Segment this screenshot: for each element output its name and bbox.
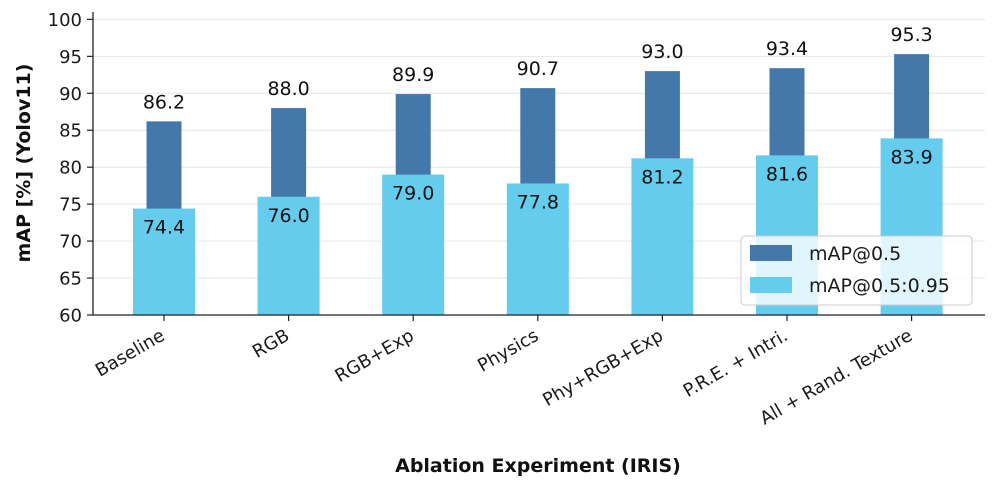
- y-tick-label: 75: [59, 195, 82, 216]
- bar-label-map50: 93.0: [641, 41, 683, 63]
- bar-label-map50: 93.4: [766, 38, 808, 60]
- bar-map5095: [382, 174, 445, 315]
- y-tick-label: 60: [59, 306, 82, 327]
- bar-label-map5095: 77.8: [517, 191, 559, 213]
- axes: [92, 12, 985, 316]
- legend-label-map5095: mAP@0.5:0.95: [809, 275, 950, 297]
- x-tick-label: RGB: [249, 325, 293, 363]
- legend-swatch-map5095: [750, 277, 792, 293]
- y-ticks: 60 65 70 75 80 85 90 95 100: [48, 10, 93, 327]
- x-tick-label: Physics: [474, 325, 542, 376]
- legend: mAP@0.5 mAP@0.5:0.95: [740, 235, 973, 306]
- x-tick-label: P.R.E. + Intri.: [680, 325, 792, 402]
- bar-label-map50: 86.2: [143, 91, 185, 113]
- y-tick-label: 90: [59, 84, 82, 105]
- bar-label-map5095: 83.9: [890, 146, 932, 168]
- bar-label-map5095: 81.2: [641, 166, 683, 188]
- bar-value-labels: 86.2 74.4 88.0 76.0 89.9 79.0 90.7 77.8 93.0 81.2…: [143, 24, 933, 238]
- legend-swatch-map50: [750, 245, 792, 261]
- bar-label-map5095: 81.6: [766, 163, 808, 185]
- x-tick-label: Phy+RGB+Exp: [539, 325, 667, 411]
- bar-label-map5095: 74.4: [143, 217, 185, 239]
- y-tick-label: 100: [48, 10, 82, 31]
- y-tick-label: 65: [59, 269, 82, 290]
- x-tick-label: Baseline: [92, 325, 169, 381]
- bar-map5095: [133, 208, 195, 315]
- bar-label-map50: 88.0: [267, 78, 309, 100]
- legend-label-map50: mAP@0.5: [809, 243, 901, 265]
- bar-label-map5095: 76.0: [267, 205, 309, 227]
- bar-label-map50: 90.7: [517, 58, 559, 80]
- bar-map5095: [257, 196, 320, 315]
- bar-map5095: [506, 183, 569, 315]
- x-tick-label: RGB+Exp: [332, 325, 418, 387]
- bar-label-map50: 95.3: [890, 24, 932, 46]
- x-axis-title: Ablation Experiment (IRIS): [395, 455, 681, 477]
- y-axis-title: mAP [%] (Yolov11): [13, 64, 35, 263]
- bar-label-map5095: 79.0: [392, 183, 434, 205]
- y-tick-label: 70: [59, 232, 82, 253]
- y-tick-label: 80: [59, 158, 82, 179]
- legend-frame: [740, 235, 973, 306]
- bar-label-map50: 89.9: [392, 64, 434, 86]
- y-tick-label: 85: [59, 121, 82, 142]
- y-tick-label: 95: [59, 47, 82, 68]
- bar-map5095: [631, 158, 694, 315]
